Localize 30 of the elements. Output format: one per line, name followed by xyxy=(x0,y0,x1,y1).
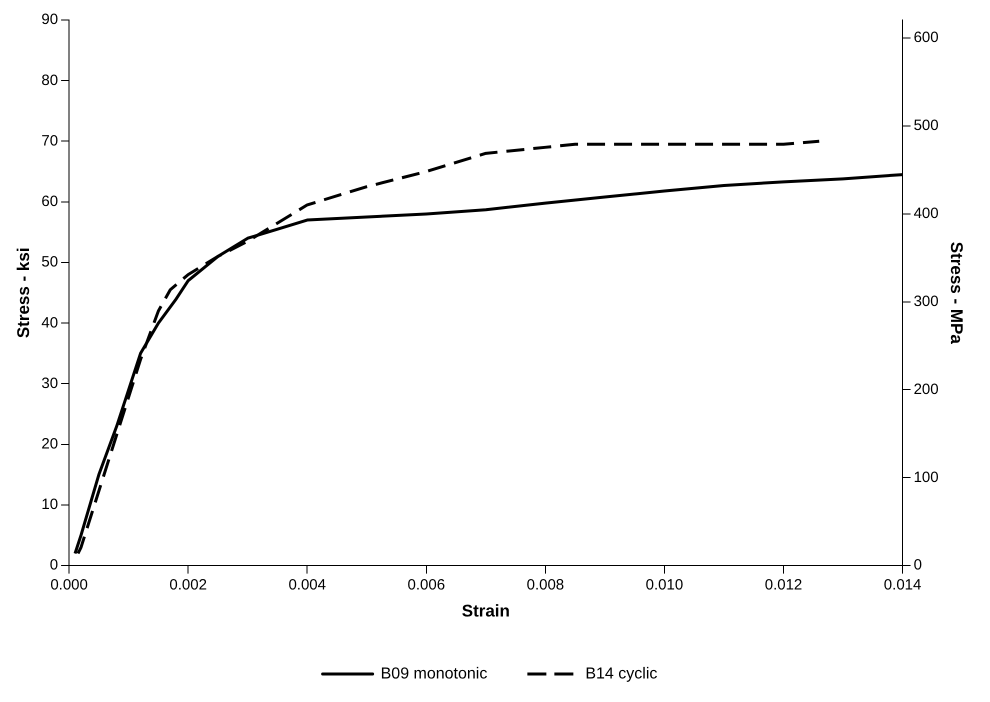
y2-tick-label: 600 xyxy=(914,29,939,46)
y2-tick-label: 500 xyxy=(914,117,939,134)
y-tick-label: 80 xyxy=(41,72,58,89)
x-axis-title: Strain xyxy=(462,601,510,620)
x-tick-label: 0.014 xyxy=(884,576,922,594)
y-tick-label: 90 xyxy=(41,11,58,28)
y2-tick-label: 100 xyxy=(914,468,939,486)
y2-tick-label: 400 xyxy=(914,205,939,222)
x-tick-label: 0.012 xyxy=(764,576,802,594)
legend-label: B14 cyclic xyxy=(585,665,658,682)
y-tick-label: 70 xyxy=(41,132,58,150)
y-tick-label: 20 xyxy=(41,435,58,452)
y-tick-label: 0 xyxy=(50,556,58,574)
legend-label: B09 monotonic xyxy=(380,665,488,682)
y2-tick-label: 200 xyxy=(914,380,939,398)
y-tick-label: 40 xyxy=(41,314,58,332)
y2-axis-title: Stress - MPa xyxy=(947,242,966,344)
y-axis-title: Stress - ksi xyxy=(14,247,33,338)
y2-tick-label: 300 xyxy=(914,292,939,310)
x-tick-label: 0.002 xyxy=(169,576,207,594)
x-tick-label: 0.008 xyxy=(526,576,564,594)
x-tick-label: 0.004 xyxy=(288,576,326,594)
x-tick-label: 0.006 xyxy=(408,576,446,594)
y2-tick-label: 0 xyxy=(914,556,922,574)
x-tick-label: 0.010 xyxy=(646,576,684,594)
x-tick-label: 0.000 xyxy=(50,576,88,594)
y-tick-label: 10 xyxy=(41,496,58,514)
y-tick-label: 50 xyxy=(41,254,58,271)
y-tick-label: 60 xyxy=(41,193,58,210)
y-tick-label: 30 xyxy=(41,374,58,392)
